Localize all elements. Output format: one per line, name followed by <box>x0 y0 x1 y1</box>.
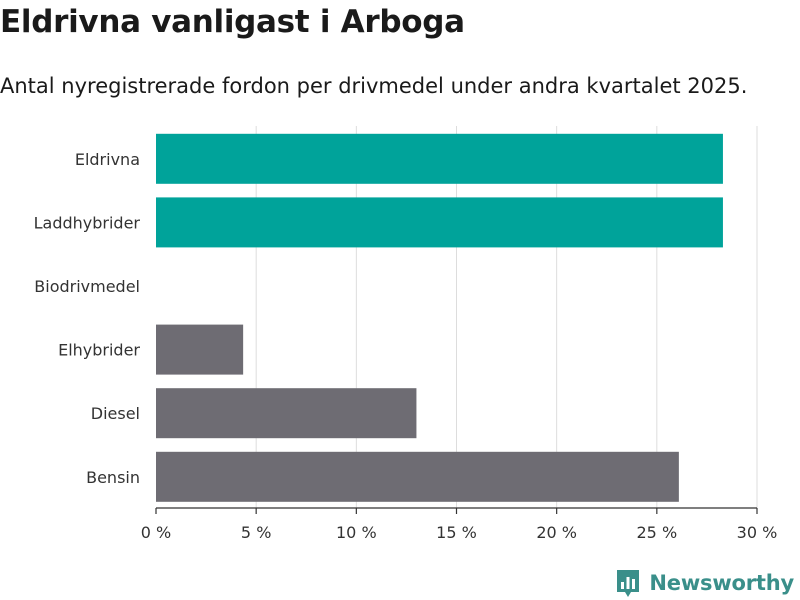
brand-logo: Newsworthy <box>615 568 794 598</box>
category-label: Elhybrider <box>58 341 140 360</box>
x-tick-label: 25 % <box>637 523 678 542</box>
chart-subtitle: Antal nyregistrerade fordon per drivmede… <box>0 74 748 98</box>
x-tick-label: 30 % <box>737 523 778 542</box>
bar <box>156 451 679 502</box>
x-tick-label: 0 % <box>141 523 171 542</box>
x-tick-label: 20 % <box>536 523 577 542</box>
bar <box>156 388 417 439</box>
newsworthy-logo-icon <box>617 570 640 597</box>
category-label: Biodrivmedel <box>34 277 140 296</box>
bar <box>156 133 723 184</box>
x-tick-label: 15 % <box>436 523 477 542</box>
category-label: Diesel <box>91 404 140 423</box>
category-label: Laddhybrider <box>34 213 141 232</box>
brand-name: Newsworthy <box>649 571 794 595</box>
bar <box>156 197 723 248</box>
bar <box>156 324 244 375</box>
x-tick-label: 5 % <box>241 523 271 542</box>
x-tick-label: 10 % <box>336 523 377 542</box>
chart-title: Eldrivna vanligast i Arboga <box>0 4 465 40</box>
category-label: Eldrivna <box>75 150 140 169</box>
category-label: Bensin <box>86 468 140 487</box>
